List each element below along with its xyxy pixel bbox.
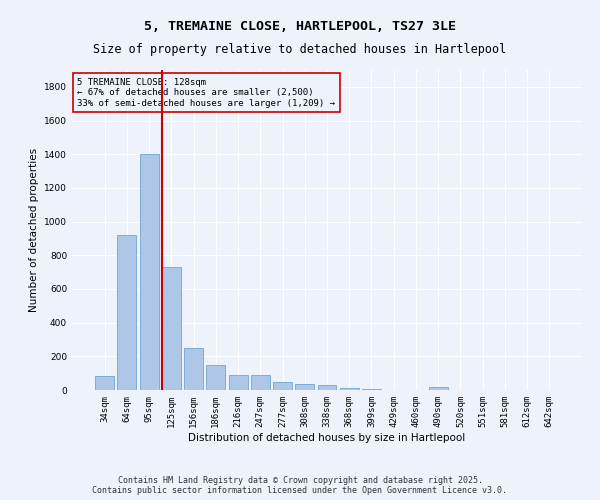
Text: 5, TREMAINE CLOSE, HARTLEPOOL, TS27 3LE: 5, TREMAINE CLOSE, HARTLEPOOL, TS27 3LE [144,20,456,33]
Text: 5 TREMAINE CLOSE: 128sqm
← 67% of detached houses are smaller (2,500)
33% of sem: 5 TREMAINE CLOSE: 128sqm ← 67% of detach… [77,78,335,108]
Text: Size of property relative to detached houses in Hartlepool: Size of property relative to detached ho… [94,42,506,56]
Bar [206,364,225,390]
X-axis label: Distribution of detached houses by size in Hartlepool: Distribution of detached houses by size … [188,432,466,442]
Bar [273,382,292,390]
Y-axis label: Number of detached properties: Number of detached properties [29,148,38,312]
Text: Contains HM Land Registry data © Crown copyright and database right 2025.
Contai: Contains HM Land Registry data © Crown c… [92,476,508,495]
Bar [429,386,448,390]
Bar [140,154,158,390]
Bar [229,375,248,390]
Bar [251,375,270,390]
Bar [162,267,181,390]
Bar [184,348,203,390]
Bar [340,388,359,390]
Bar [95,376,114,390]
Bar [295,384,314,390]
Bar [362,389,381,390]
Bar [118,235,136,390]
Bar [317,385,337,390]
